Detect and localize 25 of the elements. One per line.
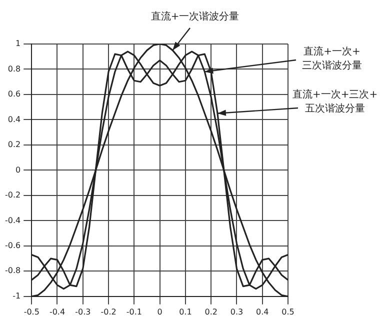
y-tick-label: 0 bbox=[16, 165, 21, 174]
x-tick-label: 0.4 bbox=[256, 307, 269, 316]
y-tick-label: -0.8 bbox=[5, 266, 21, 276]
x-tick-label: -0.1 bbox=[126, 307, 142, 316]
y-tick-label: 0.6 bbox=[8, 90, 21, 99]
y-tick-label: -0.4 bbox=[5, 216, 21, 225]
y-tick-label: -0.2 bbox=[5, 190, 21, 200]
y-tick-label: 0.4 bbox=[8, 114, 21, 124]
x-tick-label: 0.1 bbox=[179, 307, 192, 316]
x-tick-label: -0.2 bbox=[100, 307, 116, 316]
x-tick-label: 0.3 bbox=[230, 307, 244, 316]
x-tick-label: 0.2 bbox=[204, 307, 218, 316]
y-tick-label: -0.6 bbox=[5, 241, 21, 250]
text: 直流+一次+三次谐波分量 bbox=[302, 46, 362, 72]
x-tick-label: 0.5 bbox=[282, 307, 294, 316]
y-tick-label: 0.2 bbox=[8, 140, 21, 150]
text: 直流+一次谐波分量 bbox=[150, 10, 240, 23]
x-tick-label: -0.5 bbox=[24, 307, 40, 316]
x-tick-label: -0.4 bbox=[49, 307, 66, 316]
x-tick-label: 0 bbox=[157, 307, 162, 316]
y-tick-label: 1 bbox=[16, 39, 21, 48]
x-tick-label: -0.3 bbox=[75, 307, 91, 316]
y-tick-label: -1 bbox=[12, 291, 21, 300]
text: 直流+一次+三次+五次谐波分量 bbox=[292, 88, 378, 115]
y-tick-label: 0.8 bbox=[8, 64, 21, 74]
